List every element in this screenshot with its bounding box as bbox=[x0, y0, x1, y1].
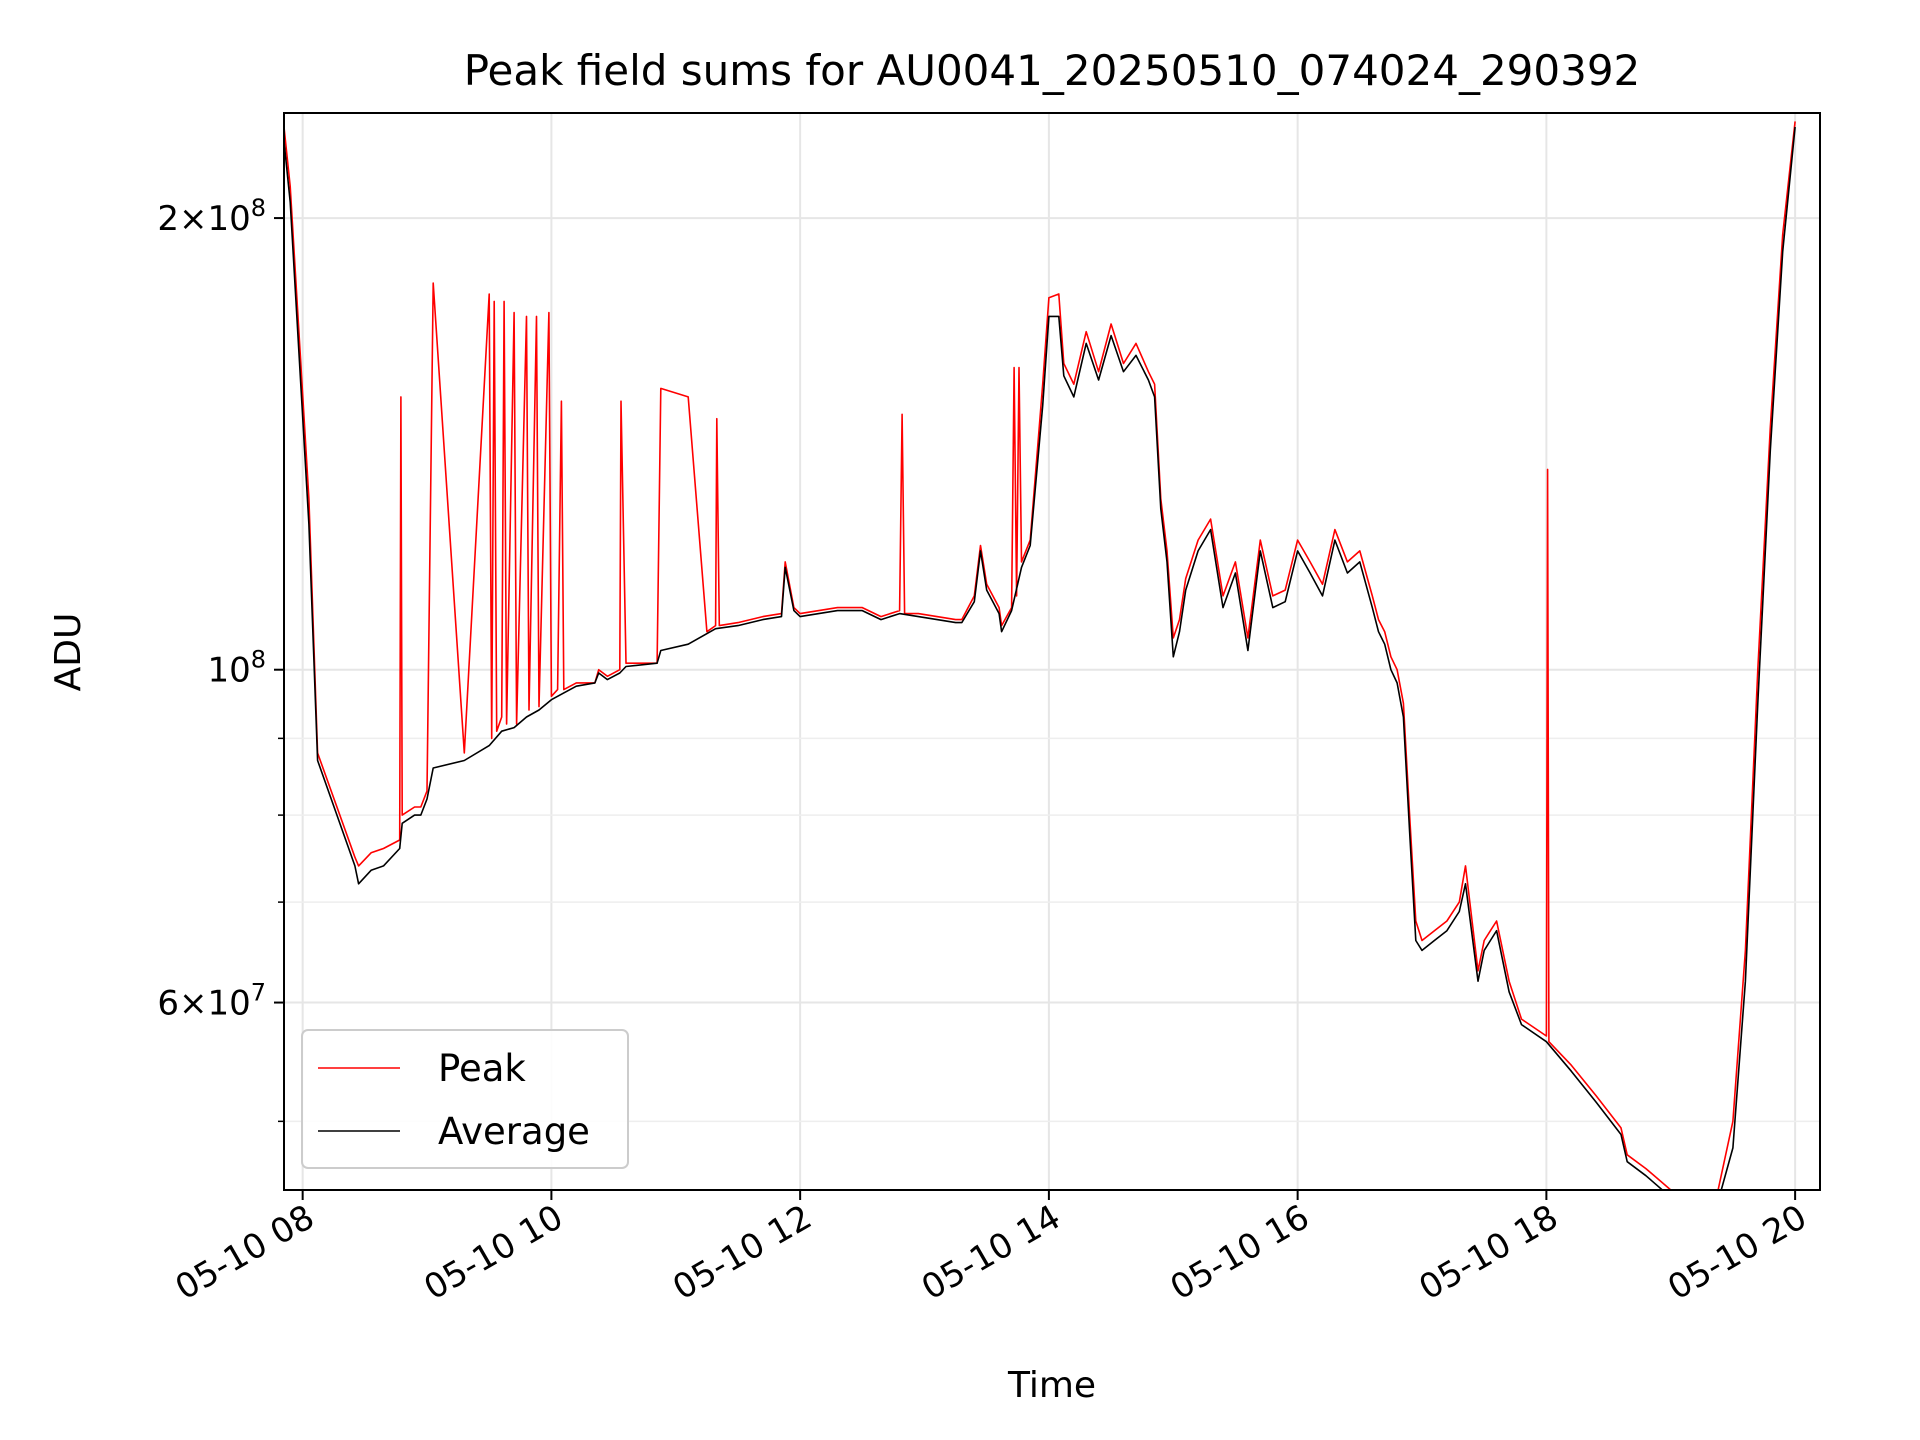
series-line-peak bbox=[284, 121, 1796, 1190]
x-axis-label: Time bbox=[1007, 1365, 1096, 1406]
series-layer bbox=[284, 121, 1796, 1190]
legend-label-peak: Peak bbox=[438, 1047, 526, 1090]
y-axis-label: ADU bbox=[48, 613, 89, 692]
legend-box bbox=[301, 1029, 629, 1169]
y-tick-label-0: 2×108 bbox=[157, 194, 266, 239]
chart-title: Peak field sums for AU0041_20250510_0740… bbox=[464, 46, 1641, 95]
y-tick-label-2: 6×107 bbox=[157, 979, 266, 1024]
series-line-average bbox=[284, 126, 1796, 1190]
plot-frame bbox=[283, 112, 1821, 1191]
y-tick-label-1: 108 bbox=[207, 646, 266, 691]
legend: Peak Average bbox=[301, 1029, 629, 1169]
legend-label-average: Average bbox=[438, 1110, 590, 1153]
